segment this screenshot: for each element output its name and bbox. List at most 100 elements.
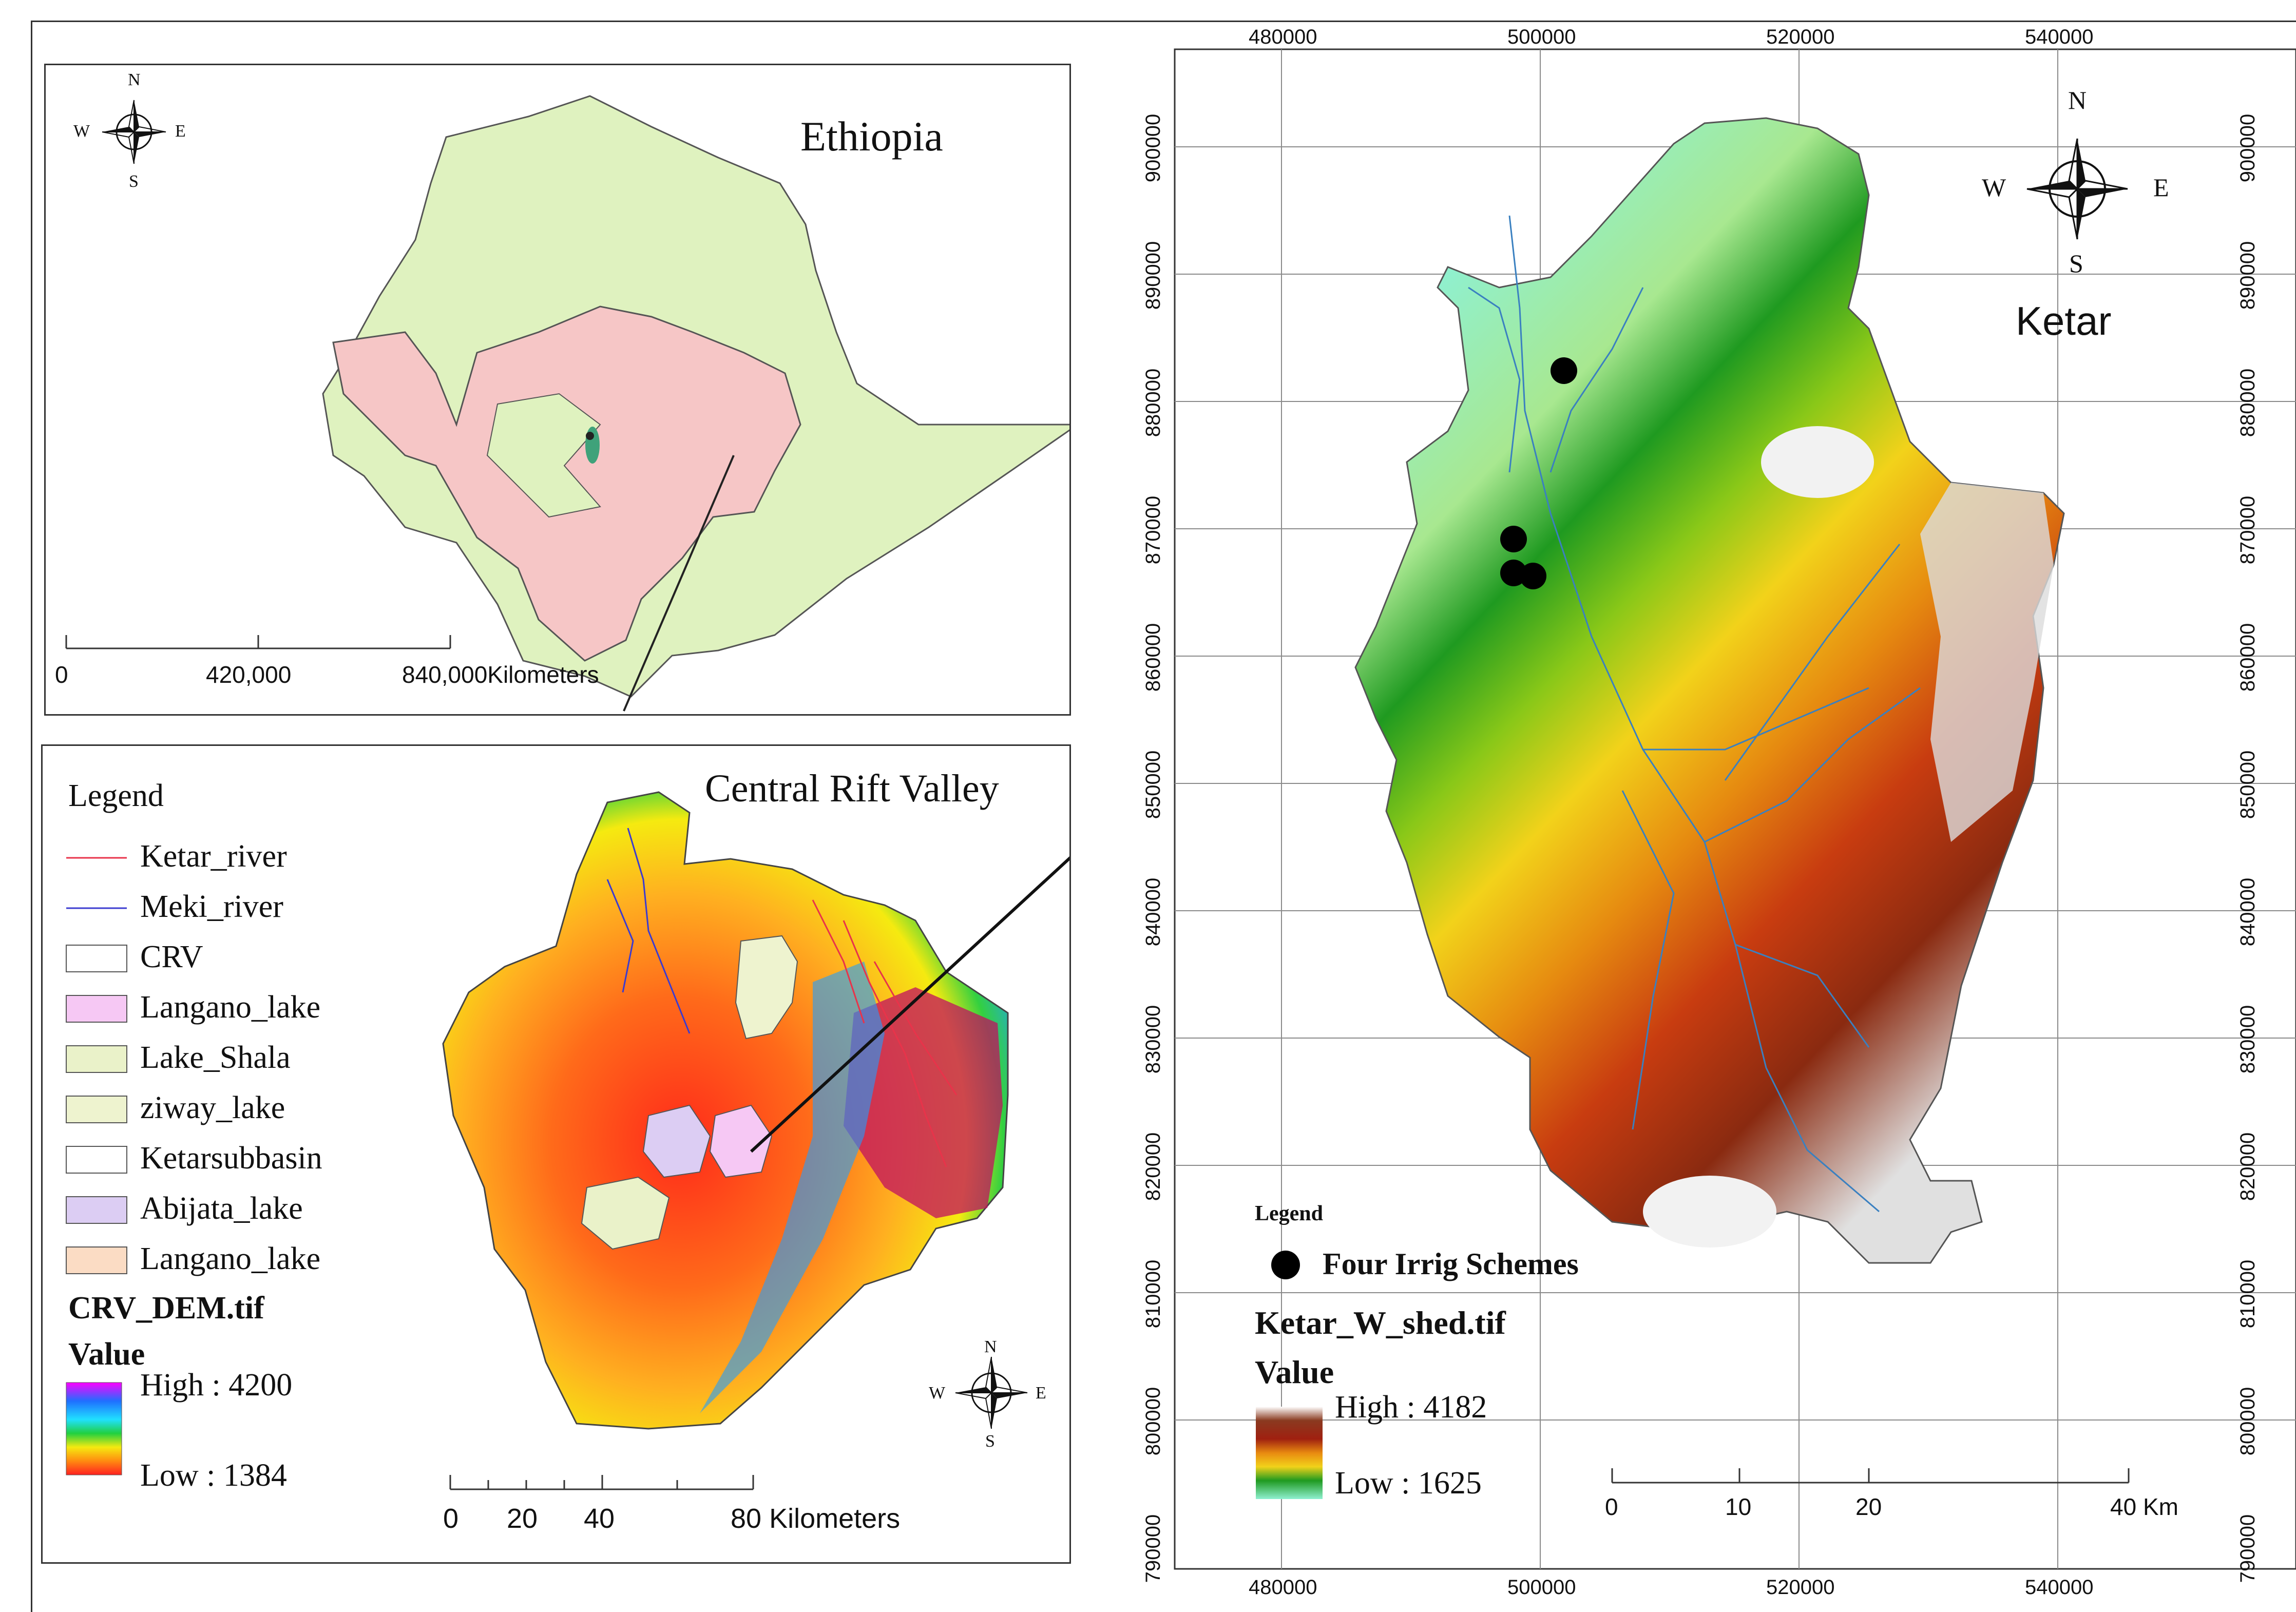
crv-legend-symbols — [66, 857, 127, 1475]
ethiopia-scale-label-0: 0 — [55, 661, 68, 688]
compass-w-label: W — [1982, 173, 2006, 202]
crv-legend-label-2: CRV — [140, 939, 203, 974]
y-tick-right-6: 840000 — [2236, 877, 2260, 947]
abijata-lake-shape — [642, 1104, 711, 1178]
crv-map — [66, 791, 1069, 1490]
ketar-value-label: Value — [1255, 1354, 1334, 1390]
y-tick-left-2: 880000 — [1142, 368, 1165, 437]
ethiopia-map — [65, 95, 1069, 712]
y-tick-right-11: 790000 — [2236, 1514, 2260, 1583]
ketar-scale-label-0: 0 — [1605, 1493, 1618, 1520]
crv-title: Central Rift Valley — [705, 767, 999, 810]
ketar-scale-label-3: 40 Km — [2110, 1493, 2178, 1520]
x-tick-top-1: 500000 — [1507, 26, 1576, 48]
irrigation-scheme-point — [1500, 526, 1527, 552]
crv-legend-label-4: Lake_Shala — [140, 1040, 291, 1075]
crv-legend-label-6: Ketarsubbasin — [140, 1141, 322, 1176]
crv-legend-label-5: ziway_lake — [140, 1090, 285, 1125]
compass-n-label: N — [984, 1337, 997, 1356]
y-tick-right-2: 880000 — [2236, 368, 2260, 437]
ethiopia-scale-label-1: 420,000 — [206, 661, 292, 688]
x-tick-top-3: 540000 — [2025, 26, 2094, 48]
y-tick-right-3: 870000 — [2236, 495, 2260, 565]
y-tick-left-3: 870000 — [1142, 495, 1165, 565]
y-tick-left-8: 820000 — [1142, 1132, 1165, 1201]
crv-legend-label-3: Langano_lake — [140, 990, 321, 1025]
y-tick-left-1: 890000 — [1142, 241, 1165, 310]
legend-point-symbol — [1271, 1251, 1300, 1279]
legend-point-label: Four Irrig Schemes — [1323, 1247, 1579, 1281]
y-tick-left-7: 830000 — [1142, 1005, 1165, 1074]
compass-s-label: S — [2069, 249, 2083, 278]
crv-high-label: High : 4200 — [140, 1368, 293, 1403]
x-tick-top-2: 520000 — [1766, 26, 1835, 48]
ketar-compass-icon — [2026, 138, 2128, 240]
compass-n-label: N — [128, 70, 141, 89]
x-tick-top-0: 480000 — [1249, 26, 1317, 48]
y-tick-right-8: 820000 — [2236, 1132, 2260, 1201]
crv-scale-label-1: 20 — [507, 1503, 538, 1534]
page-left-rule — [31, 21, 32, 1612]
x-tick-bottom-0: 480000 — [1249, 1576, 1317, 1599]
ketar-low-label: Low : 1625 — [1335, 1466, 1482, 1501]
crv-scale-bar — [449, 1475, 754, 1490]
ketar-scale-bar — [1611, 1468, 2130, 1484]
ziway-lake-shape — [735, 935, 798, 1040]
irrigation-scheme-point — [1520, 563, 1546, 589]
ethiopia-scale-unit: Kilometers — [487, 661, 599, 688]
ketar-peak-south — [1643, 1176, 1776, 1248]
y-tick-left-10: 800000 — [1142, 1387, 1165, 1456]
ketar-watershed-shape — [1354, 117, 2065, 1264]
ketar-scale-label-2: 20 — [1855, 1493, 1882, 1520]
crv-scale-label-3: 80 Kilometers — [731, 1503, 901, 1534]
ketar-title: Ketar — [2016, 298, 2112, 343]
irrigation-scheme-point — [1551, 357, 1577, 384]
crv-legend-label-7: Abijata_lake — [140, 1191, 303, 1226]
crv-low-label: Low : 1384 — [140, 1458, 287, 1493]
crv-panel: Central Rift Valley Legend Ketar_river M… — [41, 744, 1071, 1564]
x-tick-bottom-1: 500000 — [1507, 1576, 1576, 1599]
compass-s-label: S — [129, 172, 139, 191]
irrigation-scheme-points — [1500, 357, 1577, 589]
compass-e-label: E — [2153, 173, 2169, 202]
y-tick-left-5: 850000 — [1142, 750, 1165, 819]
crv-location-marker — [585, 427, 600, 464]
ketar-peak-north — [1761, 426, 1874, 498]
crv-legend-label-1: Meki_river — [140, 889, 283, 924]
page-top-rule — [31, 21, 2296, 22]
crv-pointer-line — [750, 856, 1069, 1153]
ketar-rivers — [1468, 215, 1921, 1213]
crv-legend-label-8: Langano_lake — [140, 1241, 321, 1276]
y-tick-left-0: 900000 — [1142, 113, 1165, 183]
compass-s-label: S — [985, 1432, 995, 1451]
ethiopia-pointer-line — [623, 455, 735, 712]
ketar-map — [1174, 48, 2296, 1570]
y-tick-left-9: 810000 — [1142, 1259, 1165, 1329]
y-tick-right-0: 900000 — [2236, 113, 2260, 183]
crv-legend-title: Legend — [68, 778, 164, 813]
ethiopia-panel: N S W E Ethiopia 0 420,000 840,000Kilome… — [44, 64, 1071, 716]
y-tick-right-4: 860000 — [2236, 623, 2260, 692]
crv-rivers — [606, 828, 958, 1167]
y-tick-right-7: 830000 — [2236, 1005, 2260, 1074]
crv-raster-name: CRV_DEM.tif — [68, 1291, 264, 1326]
ethiopia-scale-label-2: 840,000Kilometers — [402, 661, 599, 688]
y-tick-left-11: 790000 — [1142, 1514, 1165, 1583]
crv-value-label: Value — [68, 1337, 145, 1372]
ketar-scale-label-1: 10 — [1725, 1493, 1752, 1520]
compass-w-label: W — [73, 122, 90, 141]
compass-e-label: E — [1036, 1384, 1046, 1403]
ketar-east-highlands — [1920, 483, 2054, 842]
y-tick-left-6: 840000 — [1142, 877, 1165, 947]
crv-dem-shape — [442, 791, 1009, 1430]
crv-east-band — [700, 962, 885, 1413]
y-tick-right-10: 800000 — [2236, 1387, 2260, 1456]
ketar-legend-title: Legend — [1255, 1202, 1324, 1225]
y-tick-right-1: 890000 — [2236, 241, 2260, 310]
inner-region-shape — [486, 393, 601, 518]
y-tick-right-5: 850000 — [2236, 750, 2260, 819]
ketar-raster-name: Ketar_W_shed.tif — [1255, 1304, 1506, 1341]
compass-e-label: E — [175, 122, 186, 141]
crv-east-highlands — [844, 987, 1003, 1218]
langano-lake-shape — [709, 1104, 773, 1178]
